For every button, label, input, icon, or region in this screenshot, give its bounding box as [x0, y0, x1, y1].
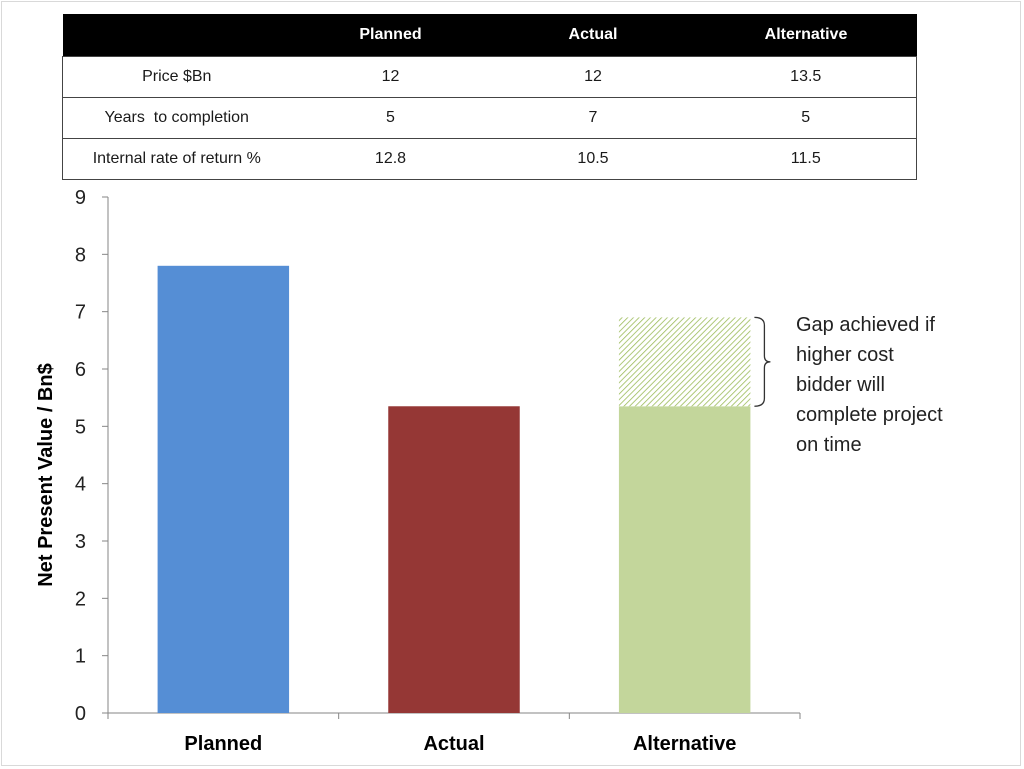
row-label-price: Price $Bn [62, 56, 291, 98]
y-tick-label: 7 [75, 302, 86, 324]
gap-annotation-line: Gap achieved if [796, 314, 935, 336]
gap-annotation-line: on time [796, 434, 862, 456]
table-cell: 5 [290, 97, 491, 139]
y-tick-label: 1 [75, 646, 86, 668]
row-label-years: Years to completion [62, 97, 291, 139]
gap-segment-hatched [618, 317, 751, 407]
table-header-row: Planned Actual Alternative [62, 14, 917, 57]
y-tick-label: 6 [75, 359, 86, 381]
table-row: Years to completion 5 7 5 [62, 97, 917, 139]
y-tick-label: 8 [75, 244, 86, 266]
table-cell: 7 [490, 97, 696, 139]
gap-brace [754, 316, 771, 407]
table-header-corner [62, 14, 291, 57]
table-row: Price $Bn 12 12 13.5 [62, 56, 917, 98]
table-cell: 12 [290, 56, 491, 98]
gap-annotation-line: bidder will [796, 374, 885, 396]
table-cell: 12 [490, 56, 696, 98]
table-header-planned: Planned [290, 14, 491, 57]
table-cell: 13.5 [695, 56, 917, 98]
y-tick-label: 5 [75, 416, 86, 438]
x-category-label-planned: Planned [184, 733, 262, 755]
y-tick-label: 3 [75, 531, 86, 553]
table-cell: 10.5 [490, 138, 696, 180]
table-cell: 11.5 [695, 138, 917, 180]
y-axis-title: Net Present Value / Bn$ [35, 363, 57, 586]
y-tick-label: 0 [75, 703, 86, 725]
y-tick-label: 2 [75, 588, 86, 610]
table-header-alternative: Alternative [695, 14, 917, 57]
y-tick-label: 4 [75, 474, 86, 496]
table-header-actual: Actual [490, 14, 696, 57]
y-tick-label: 9 [75, 187, 86, 209]
x-category-label-alternative: Alternative [633, 733, 736, 755]
gap-annotation-line: higher cost [796, 344, 894, 366]
bar-actual [388, 406, 520, 713]
table-cell: 5 [695, 97, 917, 139]
row-label-irr: Internal rate of return % [62, 138, 291, 180]
gap-annotation-line: complete project [796, 404, 943, 426]
x-category-label-actual: Actual [423, 733, 484, 755]
bar-alternative [618, 406, 751, 713]
table-row: Internal rate of return % 12.8 10.5 11.5 [62, 138, 917, 180]
table-cell: 12.8 [290, 138, 491, 180]
summary-table: Planned Actual Alternative Price $Bn 12 … [62, 14, 917, 180]
bar-planned [157, 265, 290, 713]
